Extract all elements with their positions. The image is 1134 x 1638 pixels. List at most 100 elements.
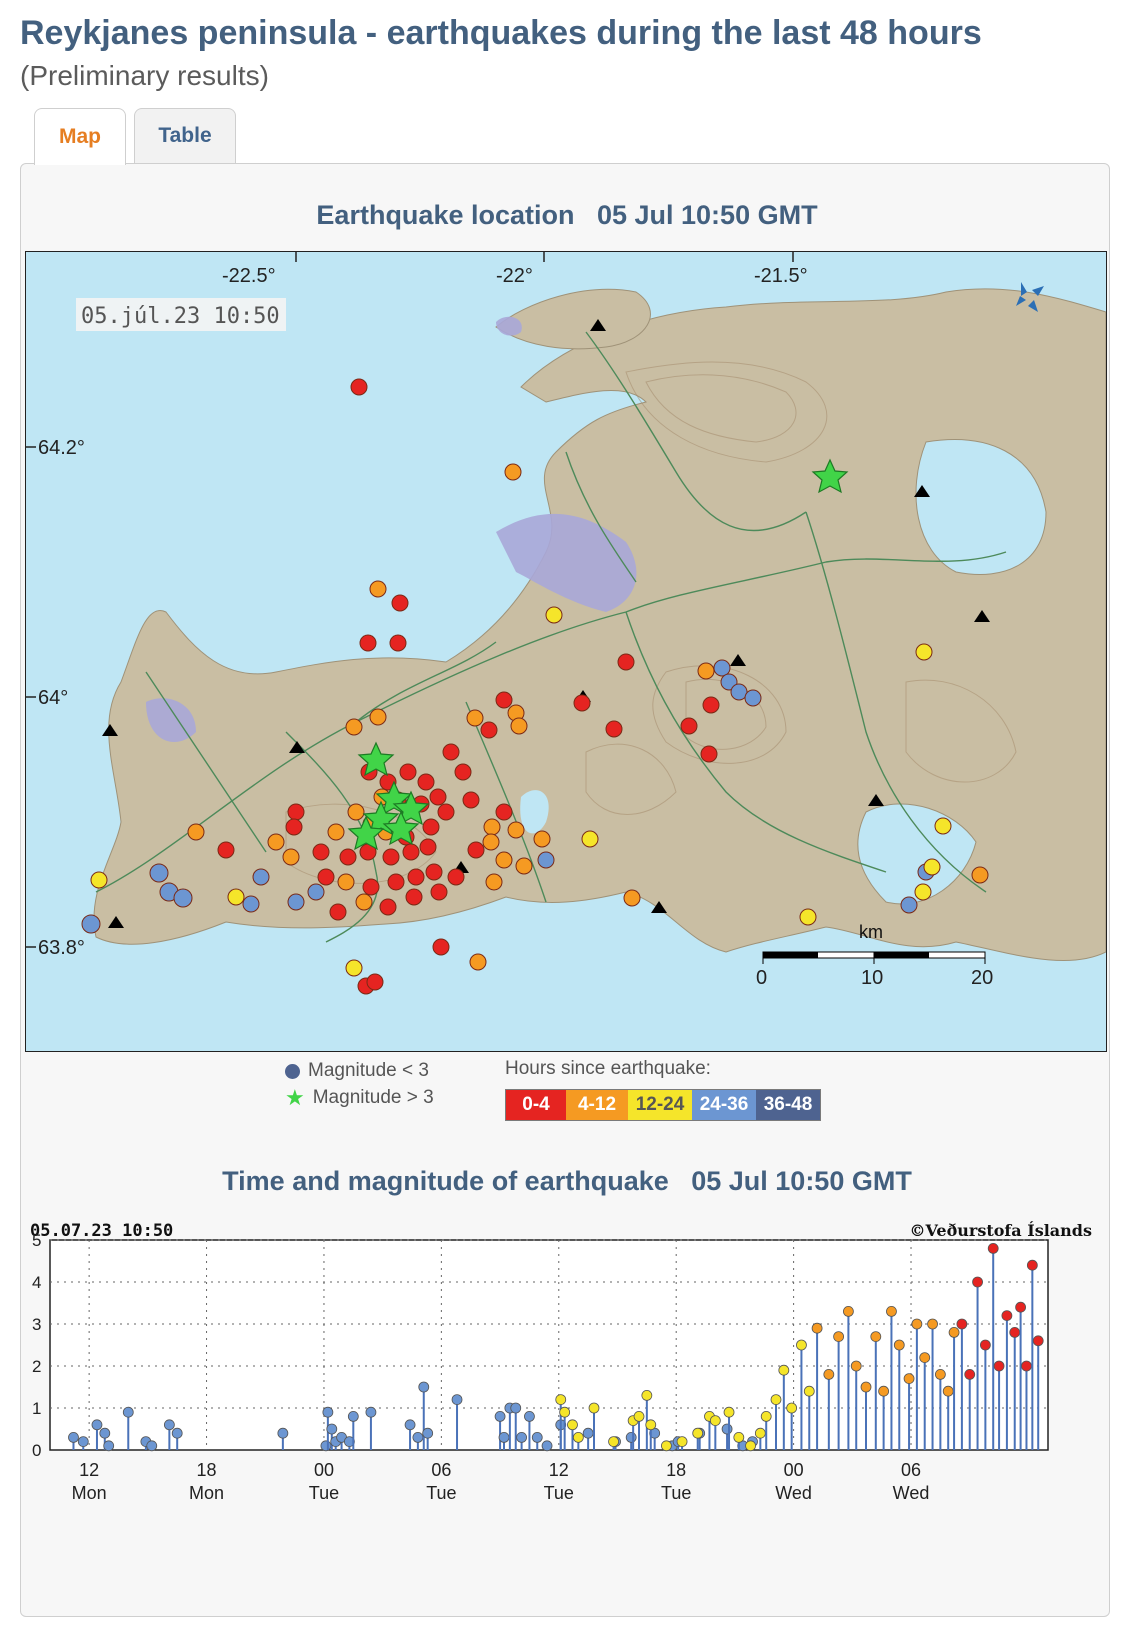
magnitude-point [412,1431,424,1443]
chart-timestamp: 05.07.23 10:50 [30,1221,174,1241]
magnitude-point [870,1331,882,1342]
x-tick-hour: 06 [431,1460,451,1480]
hours-24-36: 24-36 [692,1090,756,1120]
magnitude-point [903,1373,915,1385]
hours-legend-title: Hours since earthquake: [505,1058,711,1079]
magnitude-point [972,1276,983,1288]
magnitude-point [760,1410,772,1422]
magnitude-point [661,1440,672,1452]
star-icon: ★ [285,1085,305,1110]
x-tick-day: Tue [426,1483,456,1503]
tab-table[interactable]: Table [134,108,236,163]
magnitude-point [956,1318,968,1330]
timestamp-box: 05.júl.23 10:50 [76,298,286,331]
x-tick-hour: 00 [784,1460,804,1480]
magnitude-point [878,1385,890,1397]
magnitude-point [320,1440,332,1452]
magnitude-point [1001,1310,1013,1321]
hours-36-48: 36-48 [756,1090,820,1120]
magnitude-point [754,1427,766,1439]
magnitude-point [778,1364,790,1376]
x-tick-hour: 00 [314,1460,334,1480]
magnitude-point [692,1427,704,1439]
magnitude-point [498,1431,510,1443]
legend-small-label: Magnitude < 3 [308,1060,429,1081]
magnitude-point [588,1402,600,1414]
magnitude-point [559,1406,571,1418]
x-tick-hour: 12 [549,1460,569,1480]
y-tick-label: 0 [32,1441,41,1460]
magnitude-point [811,1322,823,1334]
map-canvas: 05.júl.23 10:50 -22.5° -22° -21.5° 64.2°… [26,252,1106,995]
magnitude-point [555,1394,567,1406]
x-tick-hour: 18 [197,1460,217,1480]
magnitude-point [911,1318,923,1330]
magnitude-point [948,1327,960,1338]
chart-credit: ©Veðurstofa Íslands [909,1221,1092,1240]
lon-label-2: -22° [496,265,533,287]
magnitude-point [833,1331,845,1342]
x-tick-day: Tue [544,1483,574,1503]
magnitude-point [796,1339,807,1351]
hours-12-24: 12-24 [628,1090,692,1120]
x-tick-hour: 06 [901,1460,921,1480]
earthquake-map[interactable]: 05.júl.23 10:50 -22.5° -22° -21.5° 64.2°… [25,251,1107,1052]
magnitude-point [979,1339,991,1351]
magnitude-point [886,1306,897,1317]
magnitude-point [163,1419,175,1431]
x-tick-day: Tue [661,1483,691,1503]
lat-label-2: 64° [38,687,68,709]
x-tick-hour: 18 [666,1460,686,1480]
magnitude-point [582,1427,594,1439]
magnitude-point [146,1440,158,1452]
compass-icon[interactable] [1016,282,1044,312]
magnitude-point [676,1436,688,1448]
legend-large-magnitude: ★ Magnitude > 3 [285,1087,434,1109]
y-tick-label: 1 [32,1399,41,1418]
magnitude-point [927,1318,938,1330]
lat-label-1: 64.2° [38,437,85,459]
magnitude-point [422,1427,434,1439]
magnitude-point [1021,1360,1032,1372]
magnitude-point [418,1381,430,1393]
magnitude-point [99,1427,111,1439]
magnitude-point [277,1427,289,1439]
magnitude-stars [347,458,849,851]
magnitude-point [733,1431,745,1443]
lava-field-areas [146,316,637,742]
magnitude-point [365,1406,377,1418]
magnitude-point [77,1436,89,1448]
magnitude-point [1015,1301,1027,1313]
magnitude-point [516,1431,528,1443]
magnitude-point [322,1406,334,1418]
page-title: Reykjanes peninsula - earthquakes during… [20,14,982,52]
magnitude-chart: 0 1 2 3 4 5 12 Mon 18 Mon 00 Tue 06 Tue 12 Tue 18 Tue 00 We… [20,1210,1110,1590]
magnitude-point [1032,1335,1044,1347]
magnitude-point [745,1440,756,1452]
y-tick-label: 5 [32,1231,41,1250]
magnitude-point [510,1402,522,1414]
x-tick-day: Wed [893,1483,930,1503]
legend-small-magnitude: Magnitude < 3 [285,1060,429,1082]
magnitude-point [404,1419,416,1431]
magnitude-point [541,1440,553,1452]
magnitude-point [451,1394,463,1406]
magnitude-point [993,1360,1005,1372]
magnitude-point [91,1419,103,1431]
magnitude-point [709,1415,721,1427]
scale-tick-20: 20 [971,967,993,989]
map-timestamp: 05.júl.23 10:50 [81,304,280,329]
magnitude-point [919,1352,931,1364]
scale-tick-0: 0 [756,967,767,989]
tab-map[interactable]: Map [34,108,126,165]
magnitude-point [641,1389,653,1401]
magnitude-point [326,1423,338,1435]
y-tick-label: 4 [32,1273,41,1292]
magnitude-point [987,1243,999,1254]
magnitude-point [68,1431,79,1443]
y-tick-label: 3 [32,1315,41,1334]
magnitude-point [103,1440,115,1452]
earthquake-markers [81,378,989,995]
magnitude-point [171,1427,183,1439]
magnitude-point [567,1419,578,1431]
